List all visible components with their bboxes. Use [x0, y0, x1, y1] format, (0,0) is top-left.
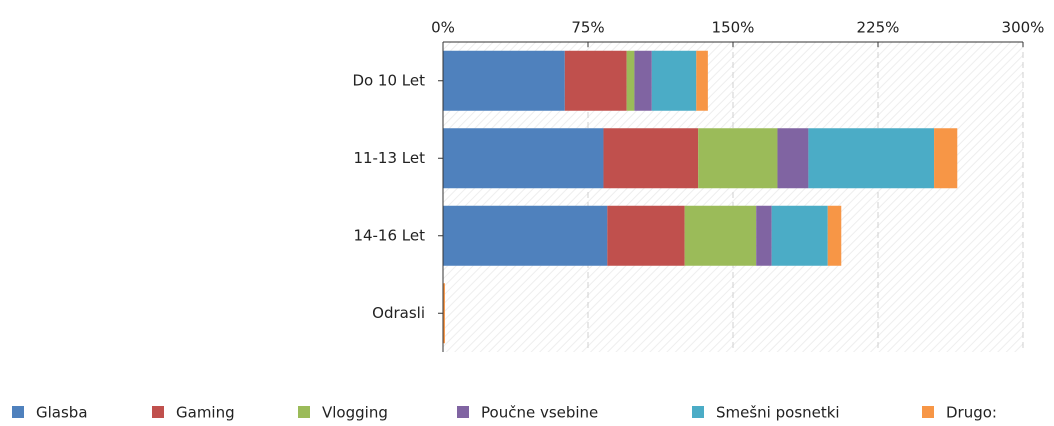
bar-segment	[443, 128, 604, 189]
bar-segment	[827, 205, 842, 266]
legend-swatch	[12, 406, 24, 418]
legend-swatch	[692, 406, 704, 418]
x-tick-label: 150%	[712, 19, 755, 37]
bar-segment	[564, 50, 627, 111]
bar-segment	[603, 128, 699, 189]
x-tick-label: 225%	[857, 19, 900, 37]
legend-label: Gaming	[176, 404, 235, 422]
legend-label: Drugo:	[946, 404, 997, 422]
y-tick-label: Do 10 Let	[352, 71, 425, 89]
bar-segment	[771, 205, 828, 266]
bar-segment	[756, 205, 772, 266]
bar-segment	[443, 283, 445, 344]
bar-segment	[684, 205, 757, 266]
bar-segment	[651, 50, 697, 111]
bar-segment	[934, 128, 958, 189]
legend-swatch	[298, 406, 310, 418]
legend-label: Smešni posnetki	[716, 404, 840, 422]
x-tick-label: 300%	[1002, 19, 1045, 37]
bar-segment	[808, 128, 935, 189]
y-tick-label: Odrasli	[372, 304, 425, 322]
bar-segment	[634, 50, 652, 111]
bar-segment	[777, 128, 809, 189]
bar-segment	[626, 50, 635, 111]
y-tick-label: 11-13 Let	[353, 149, 425, 167]
legend-swatch	[457, 406, 469, 418]
x-tick-label: 75%	[571, 19, 604, 37]
bar-segment	[443, 205, 608, 266]
legend-label: Glasba	[36, 404, 88, 422]
legend-swatch	[922, 406, 934, 418]
bar-segment	[443, 50, 565, 111]
bar-segment	[696, 50, 708, 111]
x-tick-label: 0%	[431, 19, 455, 37]
y-tick-label: 14-16 Let	[353, 226, 425, 244]
legend-label: Vlogging	[322, 404, 388, 422]
legend-label: Poučne vsebine	[481, 404, 598, 422]
bar-segment	[698, 128, 778, 189]
legend-swatch	[152, 406, 164, 418]
bar-segment	[607, 205, 685, 266]
